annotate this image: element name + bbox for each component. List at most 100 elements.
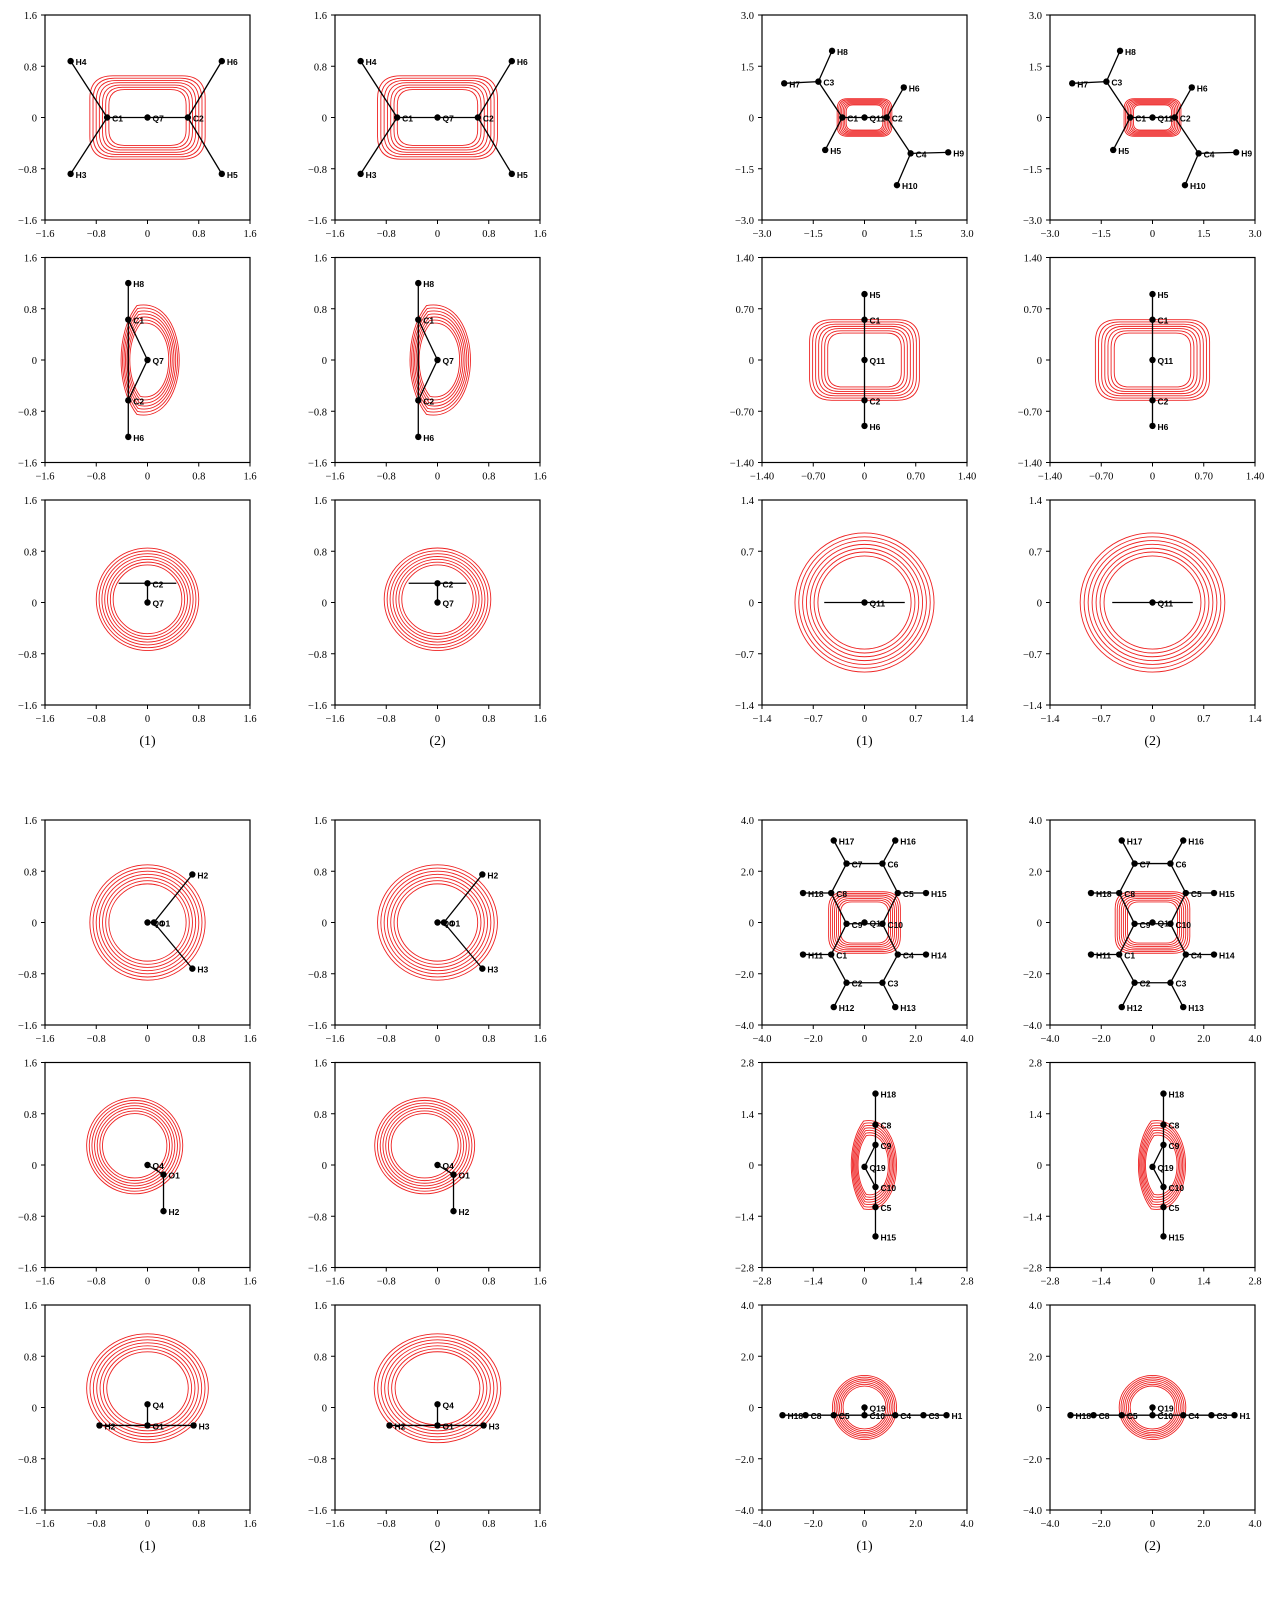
atom-marker (144, 919, 151, 926)
atom-marker (1115, 889, 1123, 897)
y-tick-label: 3.0 (741, 11, 754, 22)
contour-line (1123, 98, 1182, 137)
atom-label: C10 (887, 920, 903, 930)
atom-marker (144, 599, 151, 606)
atom-marker (1231, 1411, 1238, 1419)
contour-line (409, 304, 471, 416)
atom-label: Q4 (153, 919, 165, 929)
y-tick-label: 1.5 (1029, 62, 1042, 73)
x-tick-label: −1.6 (325, 472, 344, 483)
atom-label: H15 (931, 889, 947, 899)
atom-marker (861, 356, 868, 364)
x-tick-label: −1.4 (752, 714, 772, 725)
atom-label: H2 (459, 1207, 470, 1217)
contour-line (89, 1336, 206, 1441)
atom-marker (450, 1207, 457, 1215)
atom-marker (1160, 1090, 1167, 1097)
y-tick-label: −1.6 (308, 701, 327, 712)
atom-marker (892, 1411, 899, 1419)
x-tick-label: −1.6 (325, 229, 344, 240)
contour-line (129, 322, 170, 398)
x-tick-label: −1.5 (804, 229, 823, 240)
atom-marker (415, 397, 422, 404)
contour-line (842, 1385, 887, 1430)
atom-marker (1171, 114, 1178, 121)
bond-line (1151, 1166, 1165, 1188)
x-tick-label: −2.8 (1040, 1277, 1059, 1288)
contour-line (836, 98, 893, 137)
x-tick-label: −1.6 (325, 714, 344, 725)
x-tick-label: −1.6 (35, 714, 54, 725)
atom-marker (827, 889, 835, 897)
x-tick-label: 1.6 (243, 1277, 256, 1288)
atom-label: C1 (1124, 951, 1135, 961)
contour-line (1131, 103, 1174, 132)
contour-line (412, 310, 468, 410)
atom-label: H16 (900, 837, 916, 847)
atom-label: H1 (952, 1411, 963, 1421)
y-tick-label: −0.8 (18, 1212, 37, 1223)
atom-label: H8 (837, 47, 848, 57)
atom-label: H5 (1118, 146, 1129, 156)
atom-label: C8 (1099, 1411, 1110, 1421)
atom-marker (434, 580, 441, 587)
atom-marker (830, 1411, 837, 1419)
contour-line (386, 550, 489, 649)
x-tick-label: −2.0 (804, 1519, 823, 1530)
atom-label: Q19 (1158, 1404, 1174, 1414)
atom-label: C10 (1168, 1183, 1184, 1193)
contour-line (394, 1351, 481, 1426)
atom-marker (508, 170, 516, 178)
contour-line (122, 307, 178, 413)
atom-label: H7 (789, 79, 800, 89)
x-tick-label: −2.0 (804, 1034, 823, 1045)
x-tick-label: −1.6 (325, 1034, 344, 1045)
contour-line (383, 79, 492, 156)
contour-line (856, 1132, 891, 1198)
bond-line (1169, 892, 1187, 925)
x-tick-label: 1.6 (243, 714, 256, 725)
atom-marker (144, 356, 151, 364)
atom-marker (434, 919, 441, 926)
atom-marker (184, 114, 192, 121)
atom-label: Q19 (870, 1163, 886, 1173)
bond-line (1118, 923, 1136, 955)
y-tick-label: 0.8 (314, 62, 327, 73)
x-tick-label: −4.0 (752, 1519, 771, 1530)
atom-label: Q19 (870, 919, 886, 929)
atom-marker (150, 919, 158, 926)
atom-marker (144, 1161, 151, 1169)
bond-line (830, 892, 848, 925)
y-tick-label: −0.7 (1023, 650, 1042, 661)
atom-marker (67, 57, 74, 65)
atom-label: C10 (1175, 920, 1191, 930)
atom-marker (1115, 951, 1123, 958)
atom-label: H18 (880, 1090, 896, 1100)
atom-marker (883, 114, 890, 121)
atom-marker (1233, 149, 1240, 156)
y-tick-label: 0 (749, 114, 754, 125)
contour-line (838, 99, 891, 136)
atom-marker (861, 114, 868, 121)
contour-line (1083, 536, 1222, 669)
atom-marker (1103, 78, 1110, 85)
y-tick-label: 0 (32, 599, 37, 610)
atom-label: Q19 (1158, 1163, 1174, 1173)
contour-line (1142, 1130, 1181, 1200)
atom-marker (1131, 860, 1138, 867)
y-tick-label: 0 (32, 1404, 37, 1415)
x-tick-label: −0.8 (87, 229, 106, 240)
atom-label: H11 (808, 951, 823, 961)
contour-line (384, 1342, 491, 1435)
x-tick-label: 1.4 (909, 1277, 923, 1288)
atom-marker (1127, 114, 1134, 121)
atom-label: C3 (887, 979, 898, 989)
atom-marker (1167, 920, 1174, 927)
x-tick-label: −0.8 (377, 714, 396, 725)
atom-marker (799, 889, 807, 897)
bond-line (817, 81, 843, 118)
contour-line (1118, 894, 1187, 951)
panel-caption: (1) (856, 1539, 873, 1554)
atom-marker (781, 80, 788, 87)
x-tick-label: 0 (1150, 229, 1155, 240)
